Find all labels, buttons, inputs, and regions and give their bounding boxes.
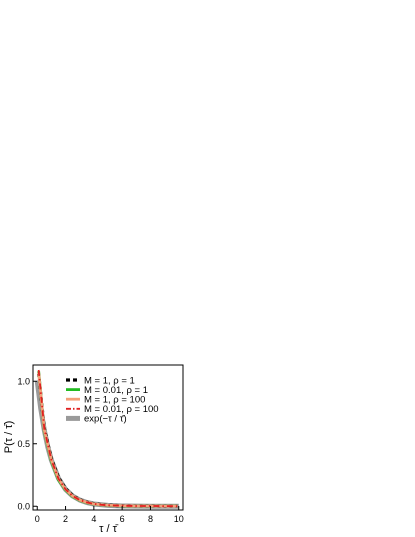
- x-tick-label: 6: [120, 514, 125, 524]
- y-tick-label: 0.0: [17, 501, 30, 511]
- legend-label-5: exp(−τ / τ̄): [84, 414, 127, 425]
- series-layer: [34, 369, 179, 509]
- ticks-layer: 0 2 4 6 8 10 0.0 0.5 1.0: [17, 376, 183, 524]
- x-tick-label: 2: [63, 514, 68, 524]
- x-axis-label: τ / τ̄: [99, 523, 119, 535]
- y-tick-label: 0.5: [17, 439, 30, 449]
- legend: M = 1, ρ = 1M = 0.01, ρ = 1M = 1, ρ = 10…: [66, 375, 159, 425]
- plot-frame: [32, 364, 184, 511]
- y-tick-label: 1.0: [17, 376, 30, 386]
- legend-label-4: M = 0.01, ρ = 100: [84, 404, 159, 415]
- series-line-4: [37, 369, 178, 508]
- legend-label-3: M = 1, ρ = 100: [84, 395, 145, 406]
- x-tick-label: 10: [174, 514, 184, 524]
- legend-label-1: M = 1, ρ = 1: [84, 375, 135, 386]
- x-tick-label: 0: [35, 514, 40, 524]
- legend-label-2: M = 0.01, ρ = 1: [84, 385, 148, 396]
- y-axis-label: P(τ / τ̄): [3, 421, 15, 454]
- x-tick-label: 8: [148, 514, 153, 524]
- x-tick-label: 4: [91, 514, 96, 524]
